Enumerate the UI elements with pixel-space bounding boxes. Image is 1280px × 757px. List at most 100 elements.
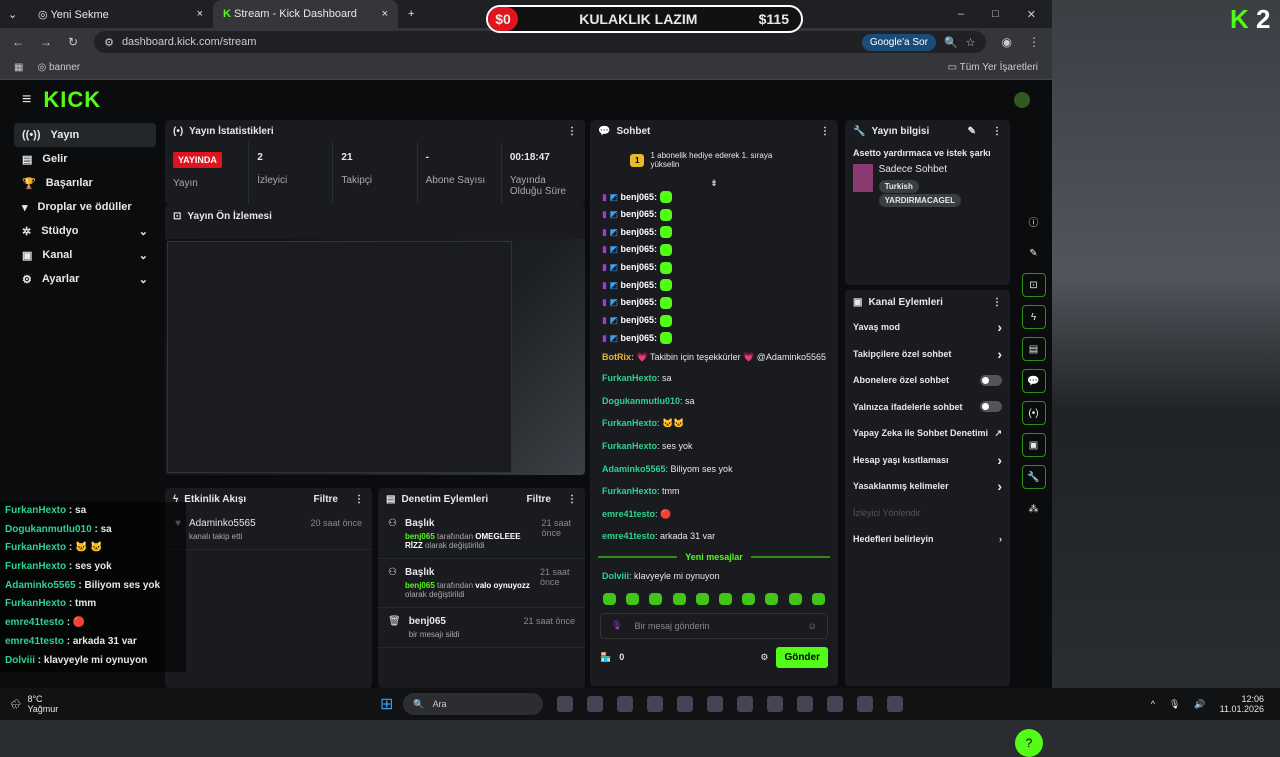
category-thumbnail[interactable] xyxy=(853,164,873,192)
reload-icon[interactable]: ↻ xyxy=(68,35,79,49)
emote-button[interactable] xyxy=(788,592,802,605)
emote-button[interactable] xyxy=(603,592,617,605)
hamburger-icon[interactable]: ≡ xyxy=(22,90,32,108)
steam-icon[interactable] xyxy=(857,696,874,712)
emote-button[interactable] xyxy=(719,592,733,605)
back-icon[interactable]: ← xyxy=(12,35,24,49)
emote-button[interactable] xyxy=(672,592,686,605)
lightning-icon[interactable]: ϟ xyxy=(1021,305,1046,329)
chat-message[interactable]: emre41testo: arkada 31 var xyxy=(602,531,716,542)
store-icon[interactable] xyxy=(737,696,754,712)
mic-icon[interactable]: 🎙 xyxy=(1168,698,1181,709)
sidebar-item-basarilar[interactable]: 🏆 Başarılar xyxy=(22,177,93,190)
edit-icon[interactable]: ✎ xyxy=(967,125,976,137)
wrench-icon[interactable]: 🔧 xyxy=(1021,465,1046,489)
tab-search-icon[interactable]: ⌄ xyxy=(8,8,18,21)
chat-message[interactable]: ▮ ◩ benj065: xyxy=(590,188,838,206)
volume-icon[interactable]: 🔊 xyxy=(1194,698,1206,709)
channel-action-item[interactable]: Abonelere özel sohbet xyxy=(845,367,1010,394)
more-icon[interactable]: ⋮ xyxy=(567,125,577,137)
sidebar-item-yayin[interactable]: ((•)) Yayın xyxy=(14,123,156,147)
broadcast-icon[interactable]: (•) xyxy=(1021,401,1046,425)
emote-button[interactable] xyxy=(649,592,663,605)
chat-message[interactable]: FurkanHexto: ses yok xyxy=(602,441,693,451)
info-icon[interactable]: ⓘ xyxy=(1028,217,1039,229)
sidebar-item-kanal[interactable]: ▣ Kanal ⌄ xyxy=(22,249,148,262)
chat-icon[interactable]: 💬 xyxy=(1021,369,1046,393)
maximize-icon[interactable]: □ xyxy=(992,7,999,20)
store-icon[interactable]: 🏪 xyxy=(600,651,612,662)
chat-message[interactable]: ▮ ◩ benj065: xyxy=(590,329,838,347)
spotify-icon[interactable] xyxy=(767,696,784,712)
channel-action-item[interactable]: Takipçilere özel sohbet › xyxy=(853,345,1002,362)
filter-button[interactable]: Filtre xyxy=(313,493,338,505)
google-ask-button[interactable]: Google'a Sor xyxy=(861,33,936,51)
stream-preview[interactable] xyxy=(165,239,585,475)
emote-button[interactable] xyxy=(695,592,709,605)
add-widget-icon[interactable]: ⁂ xyxy=(1028,503,1039,515)
sidebar-item-ayarlar[interactable]: ⚙ Ayarlar ⌄ xyxy=(22,273,148,286)
chat-message[interactable]: ▮ ◩ benj065: xyxy=(590,276,838,294)
site-settings-icon[interactable]: ⚙ xyxy=(104,36,114,49)
emote-button[interactable] xyxy=(626,592,640,605)
tray-chevron-icon[interactable]: ^ xyxy=(1150,699,1155,709)
chat-message[interactable]: Dolviii: klavyeyle mi oynuyon xyxy=(602,570,720,581)
chat-message[interactable]: FurkanHexto: tmm xyxy=(602,486,680,497)
chat-message[interactable]: emre41testo: 🔴 xyxy=(602,508,672,519)
whatsapp-icon[interactable] xyxy=(707,696,724,712)
minimize-icon[interactable]: – xyxy=(958,7,965,20)
channel-action-item[interactable]: Yalnızca ifadelerle sohbet xyxy=(845,394,1010,421)
chat-message[interactable]: Adaminko5565: Biliyom ses yok xyxy=(602,463,733,474)
channel-action-item[interactable]: Yapay Zeka ile Sohbet Denetimi ↗ xyxy=(853,427,1002,439)
close-icon[interactable]: × xyxy=(196,8,203,20)
channel-icon[interactable]: ▣ xyxy=(1021,433,1046,457)
close-window-icon[interactable]: ✕ xyxy=(1026,8,1036,21)
tag[interactable]: YARDIRMACAGEL xyxy=(878,194,961,207)
taskbar-search[interactable]: 🔍 Ara xyxy=(403,693,544,715)
gear-icon[interactable]: ⚙ xyxy=(760,651,769,662)
edge-icon[interactable] xyxy=(617,696,634,712)
chat-message[interactable]: ▮ ◩ benj065: xyxy=(590,294,838,312)
app-icon[interactable] xyxy=(887,696,904,712)
more-icon[interactable]: ⋮ xyxy=(354,493,364,505)
menu-icon[interactable]: ⋮ xyxy=(1028,35,1040,49)
kick-logo[interactable]: KICK xyxy=(43,86,102,112)
channel-action-item[interactable]: Yasaklanmış kelimeler › xyxy=(853,478,1002,495)
edit-icon[interactable]: ✎ xyxy=(1029,247,1038,259)
chat-message[interactable]: FurkanHexto: 🐱🐱 xyxy=(602,418,685,429)
tab-kick[interactable]: K Stream - Kick Dashboard × xyxy=(213,0,398,28)
channel-action-item[interactable]: Yavaş mod › xyxy=(853,319,1002,336)
start-icon[interactable]: ⊞ xyxy=(380,696,394,713)
more-icon[interactable]: ⋮ xyxy=(820,125,830,137)
emote-button[interactable] xyxy=(811,592,825,605)
chat-message[interactable]: ▮ ◩ benj065: xyxy=(590,206,838,224)
more-icon[interactable]: ⋮ xyxy=(992,125,1002,137)
tab-new[interactable]: ◎ Yeni Sekme × xyxy=(38,8,203,21)
chat-message[interactable]: ▮ ◩ benj065: xyxy=(590,241,838,259)
filter-button[interactable]: Filtre xyxy=(526,493,551,505)
profile-icon[interactable]: ◉ xyxy=(1001,35,1012,49)
chrome-icon[interactable] xyxy=(797,696,814,712)
apps-icon[interactable]: ▦ xyxy=(14,62,24,73)
chat-message[interactable]: ▮ ◩ benj065: xyxy=(590,311,838,329)
sidebar-item-gelir[interactable]: ▤ Gelir xyxy=(22,153,68,166)
chat-message[interactable]: ▮ ◩ benj065: xyxy=(590,259,838,277)
send-button[interactable]: Gönder xyxy=(776,646,828,668)
tag[interactable]: Turkish xyxy=(878,180,919,193)
chat-message[interactable]: ▮ ◩ benj065: xyxy=(590,223,838,241)
toggle[interactable] xyxy=(980,374,1002,386)
scroll-down-icon[interactable]: ⇟ xyxy=(710,178,718,188)
sidebar-item-droplar[interactable]: ▾ Droplar ve ödüller xyxy=(22,201,132,214)
chat-input[interactable]: 🎙 Bir mesaj gönderin ☺ xyxy=(600,612,828,639)
file-explorer-icon[interactable] xyxy=(587,696,604,712)
address-bar[interactable]: ⚙ dashboard.kick.com/stream Google'a Sor 🔍 ☆ xyxy=(94,31,986,53)
toggle[interactable] xyxy=(980,401,1002,413)
task-view-icon[interactable] xyxy=(557,696,574,712)
document-icon[interactable]: ▤ xyxy=(1021,337,1046,361)
channel-action-goals[interactable]: Hedefleri belirleyin › xyxy=(853,534,1002,545)
obs-icon[interactable] xyxy=(827,696,844,712)
more-icon[interactable]: ⋮ xyxy=(567,493,577,505)
emoji-icon[interactable]: ☺ xyxy=(807,620,817,631)
microphone-icon[interactable]: 🎙 xyxy=(611,620,623,631)
